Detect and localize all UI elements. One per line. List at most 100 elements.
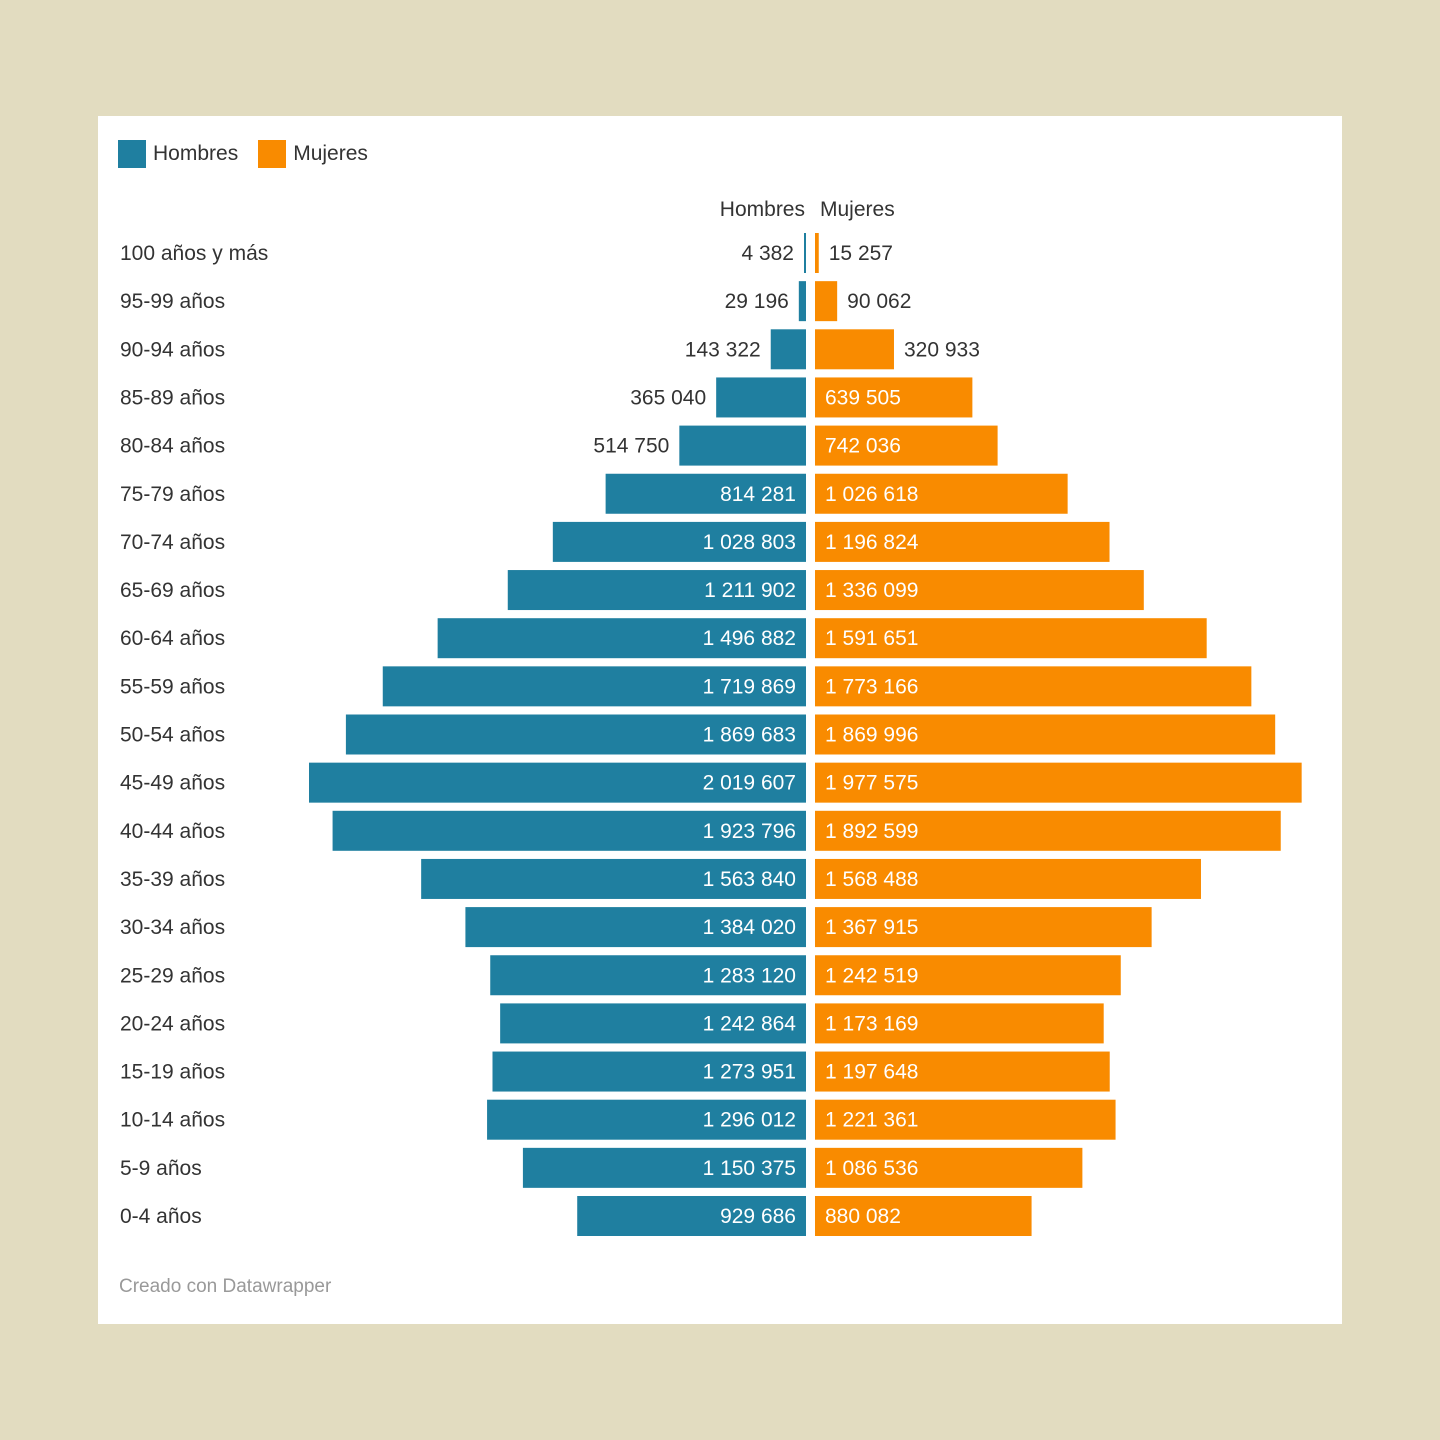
pyramid-row: 10-14 años 1 296 012 1 221 361 [120,1099,1116,1140]
bar-hombres [798,281,806,322]
pyramid-row: 65-69 años 1 211 902 1 336 099 [120,570,1144,611]
bar-mujeres [815,618,1207,659]
age-group-label: 25-29 años [120,964,225,987]
age-group-label: 20-24 años [120,1012,225,1035]
pyramid-row: 40-44 años 1 923 796 1 892 599 [120,810,1281,851]
column-header-mujeres: Mujeres [820,198,895,221]
bar-hombres [500,1003,806,1044]
pyramid-row: 25-29 años 1 283 120 1 242 519 [120,955,1121,996]
value-label-mujeres: 1 892 599 [825,820,918,843]
age-group-label: 0-4 años [120,1205,202,1228]
pyramid-row: 80-84 años 514 750 742 036 [120,425,998,466]
pyramid-chart: Hombres Mujeres 100 años y más 4 382 15 25… [120,198,1302,1236]
legend-item-mujeres: Mujeres [258,140,368,168]
age-group-label: 55-59 años [120,675,225,698]
pyramid-row: 85-89 años 365 040 639 505 [120,377,973,418]
bar-mujeres [815,1196,1032,1236]
bar-mujeres [815,907,1152,948]
pyramid-row: 90-94 años 143 322 320 933 [120,329,980,370]
bar-hombres [577,1196,806,1236]
bar-hombres [804,233,806,273]
legend-swatch-hombres [118,140,146,168]
age-group-label: 35-39 años [120,868,225,891]
bar-mujeres [815,1051,1110,1092]
value-label-mujeres: 1 773 166 [825,675,918,698]
value-label-hombres: 929 686 [720,1205,796,1228]
bar-mujeres [815,810,1281,851]
value-label-hombres: 143 322 [685,338,761,361]
column-header-hombres: Hombres [720,198,805,221]
bar-mujeres [815,473,1068,514]
bar-mujeres [815,714,1276,755]
bar-hombres [770,329,806,370]
value-label-hombres: 1 384 020 [703,916,796,939]
value-label-hombres: 365 040 [630,386,706,409]
value-label-mujeres: 880 082 [825,1205,901,1228]
value-label-hombres: 1 563 840 [703,868,796,891]
value-label-mujeres: 320 933 [904,338,980,361]
value-label-hombres: 4 382 [741,242,794,265]
value-label-mujeres: 90 062 [847,290,911,313]
value-label-mujeres: 1 197 648 [825,1061,918,1084]
value-label-hombres: 1 869 683 [703,724,796,747]
age-group-label: 10-14 años [120,1109,225,1132]
value-label-hombres: 1 028 803 [703,531,796,554]
pyramid-row: 45-49 años 2 019 607 1 977 575 [120,762,1302,803]
age-group-label: 30-34 años [120,916,225,939]
age-group-label: 70-74 años [120,531,225,554]
bar-mujeres [815,329,894,370]
value-label-hombres: 29 196 [725,290,789,313]
bar-mujeres [815,233,819,273]
value-label-mujeres: 742 036 [825,435,901,458]
age-group-label: 40-44 años [120,820,225,843]
legend: Hombres Mujeres [118,140,388,168]
pyramid-row: 75-79 años 814 281 1 026 618 [120,473,1068,514]
bar-hombres [382,666,806,707]
bar-hombres [345,714,806,755]
value-label-mujeres: 1 086 536 [825,1157,918,1180]
pyramid-row: 55-59 años 1 719 869 1 773 166 [120,666,1252,707]
pyramid-row: 95-99 años 29 196 90 062 [120,281,911,322]
value-label-hombres: 1 150 375 [703,1157,796,1180]
value-label-mujeres: 1 568 488 [825,868,918,891]
bar-mujeres [815,762,1302,803]
value-label-hombres: 1 923 796 [703,820,796,843]
pyramid-row: 30-34 años 1 384 020 1 367 915 [120,907,1152,948]
value-label-mujeres: 1 591 651 [825,627,918,650]
age-group-label: 95-99 años [120,290,225,313]
bar-hombres [492,1051,806,1092]
age-group-label: 100 años y más [120,242,268,265]
bar-hombres [522,1147,806,1188]
value-label-mujeres: 1 367 915 [825,916,918,939]
value-label-hombres: 2 019 607 [703,772,796,795]
legend-label-mujeres: Mujeres [293,142,368,165]
value-label-hombres: 1 242 864 [703,1012,797,1035]
pyramid-row: 5-9 años 1 150 375 1 086 536 [120,1147,1083,1188]
value-label-hombres: 514 750 [593,435,669,458]
age-group-label: 45-49 años [120,772,225,795]
bar-hombres [490,955,806,996]
bar-hombres [679,425,806,466]
bar-hombres [437,618,806,659]
value-label-mujeres: 639 505 [825,386,901,409]
bar-mujeres [815,377,973,418]
bar-mujeres [815,1147,1083,1188]
value-label-mujeres: 15 257 [829,242,893,265]
value-label-mujeres: 1 173 169 [825,1012,918,1035]
bar-mujeres [815,858,1201,899]
value-label-mujeres: 1 869 996 [825,724,918,747]
bar-hombres [605,473,806,514]
pyramid-row: 70-74 años 1 028 803 1 196 824 [120,521,1110,562]
bar-hombres [552,521,806,562]
age-group-label: 75-79 años [120,483,225,506]
value-label-hombres: 1 496 882 [703,627,796,650]
pyramid-row: 60-64 años 1 496 882 1 591 651 [120,618,1207,659]
bar-mujeres [815,570,1144,611]
value-label-hombres: 1 296 012 [703,1109,796,1132]
value-label-hombres: 1 719 869 [703,675,796,698]
value-label-mujeres: 1 977 575 [825,772,918,795]
age-group-label: 80-84 años [120,435,225,458]
pyramid-row: 100 años y más 4 382 15 257 [120,233,893,273]
bar-mujeres [815,1003,1104,1044]
value-label-mujeres: 1 196 824 [825,531,919,554]
